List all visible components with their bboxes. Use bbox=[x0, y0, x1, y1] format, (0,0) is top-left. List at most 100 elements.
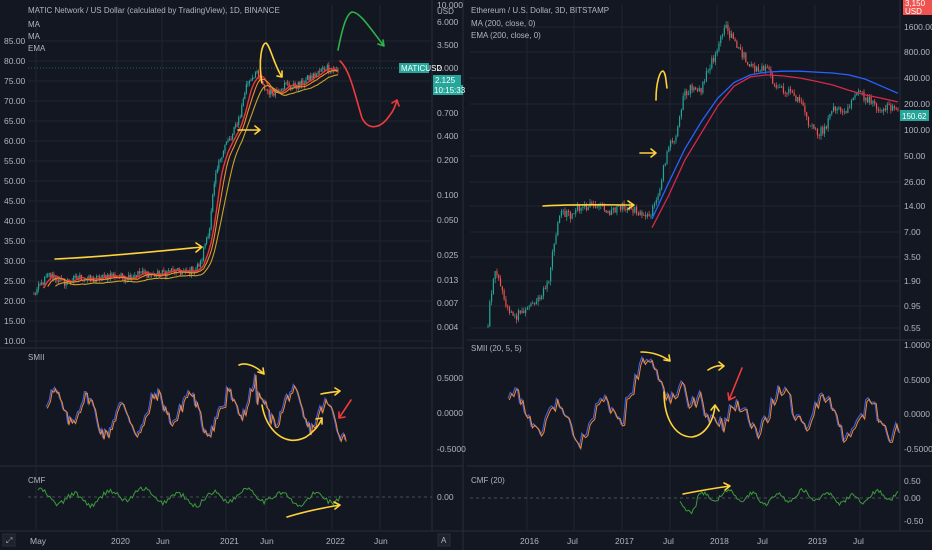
eth-candle-body bbox=[519, 310, 521, 313]
candle-body bbox=[288, 83, 290, 87]
left-smii-label: SMII bbox=[28, 353, 44, 362]
eth-candle-body bbox=[634, 206, 636, 213]
right-cmf-pane[interactable] bbox=[470, 487, 900, 515]
candle-body bbox=[201, 260, 203, 262]
eth-candle-body bbox=[555, 235, 557, 244]
left-x-tick: 2021 bbox=[220, 536, 239, 546]
right-legend-ema200: EMA (200, close, 0) bbox=[471, 31, 541, 40]
candle-body bbox=[222, 150, 225, 158]
candle-body bbox=[219, 159, 221, 161]
eth-candle-body bbox=[696, 89, 699, 92]
candle-body bbox=[37, 284, 40, 290]
left-cmf-axis: 0.00 bbox=[437, 492, 454, 502]
right-y-tick: 7.00 bbox=[904, 227, 921, 237]
eth-candle-body bbox=[523, 310, 525, 314]
eth-candle-body bbox=[644, 215, 647, 217]
eth-candle-body bbox=[858, 90, 860, 93]
left-y-tick-label: 30.00 bbox=[4, 256, 26, 266]
candle-body bbox=[51, 274, 53, 278]
eth-candle-body bbox=[587, 207, 589, 210]
right-y-tick: 100.00 bbox=[904, 125, 930, 135]
eth-candle-body bbox=[612, 207, 614, 210]
eth-candle-body bbox=[610, 209, 613, 215]
right-price-pane[interactable] bbox=[487, 21, 899, 329]
right-top-tag-currency: USD bbox=[905, 7, 922, 16]
timezone-icon[interactable]: ⤢ bbox=[5, 536, 12, 545]
candle-body bbox=[47, 274, 49, 277]
eth-candle-body bbox=[838, 107, 840, 109]
eth-candle-body bbox=[670, 140, 672, 148]
eth-candle-body bbox=[614, 207, 616, 213]
left-smii-pane[interactable] bbox=[45, 373, 347, 443]
candle-body bbox=[256, 71, 258, 73]
eth-candle-body bbox=[786, 93, 788, 94]
candle-body bbox=[312, 73, 315, 79]
eth-candle-body bbox=[711, 58, 713, 69]
left-legend-ma-1: MA bbox=[28, 20, 41, 29]
eth-candle-body bbox=[567, 210, 570, 213]
eth-candle-body bbox=[537, 297, 539, 302]
candle-body bbox=[280, 89, 283, 91]
left-right-y-tick-label: 10.000 bbox=[437, 0, 463, 10]
eth-candle-body bbox=[492, 279, 494, 294]
annotation-layer bbox=[54, 11, 743, 518]
eth-candle-body bbox=[564, 210, 566, 217]
scale-icon[interactable]: A bbox=[441, 536, 447, 545]
left-y-tick-label: 65.00 bbox=[4, 116, 26, 126]
candle-body bbox=[306, 75, 309, 80]
right-x-tick: Jul bbox=[853, 536, 864, 546]
candle-body bbox=[97, 276, 99, 278]
eth-candle-body bbox=[890, 104, 892, 111]
eth-candle-body bbox=[747, 61, 749, 65]
candle-body bbox=[94, 280, 96, 282]
eth-candle-body bbox=[832, 106, 835, 112]
left-y-tick-label: 40.00 bbox=[4, 216, 26, 226]
eth-candle-body bbox=[548, 281, 550, 283]
left-y-tick-label: 60.00 bbox=[4, 136, 26, 146]
candle-body bbox=[163, 270, 165, 272]
candle-body bbox=[257, 71, 260, 77]
candle-body bbox=[231, 133, 234, 140]
eth-candle-body bbox=[841, 111, 844, 113]
eth-candle-body bbox=[507, 306, 509, 308]
candle-body bbox=[268, 90, 270, 95]
candle-body bbox=[210, 211, 212, 229]
candle-body bbox=[218, 160, 220, 169]
candle-body bbox=[132, 276, 134, 278]
annotation-yellow-arrow-range bbox=[54, 242, 203, 260]
right-smii-pane[interactable] bbox=[507, 355, 900, 451]
ma-line-1 bbox=[42, 68, 339, 289]
eth-candle-body bbox=[655, 200, 657, 204]
eth-candle-body bbox=[585, 204, 588, 210]
eth-ma200-line bbox=[651, 74, 899, 228]
left-right-y-tick-label: 3.500 bbox=[437, 40, 459, 50]
eth-candle-body bbox=[596, 206, 598, 208]
candle-body bbox=[195, 268, 197, 272]
right-smii-tick: -0.5000 bbox=[904, 444, 932, 454]
candle-body bbox=[233, 127, 235, 134]
eth-candle-body bbox=[813, 124, 815, 129]
eth-candle-body bbox=[741, 49, 743, 58]
eth-candle-body bbox=[578, 205, 580, 211]
candle-body bbox=[251, 77, 254, 81]
ma-line-2 bbox=[47, 69, 339, 287]
smii-signal-line bbox=[46, 374, 347, 443]
left-cmf-pane[interactable] bbox=[28, 486, 432, 509]
eth-candle-body bbox=[757, 66, 759, 72]
left-cmf-label: CMF bbox=[28, 476, 45, 485]
candle-body bbox=[212, 194, 214, 212]
eth-candle-body bbox=[725, 24, 727, 28]
eth-candle-body bbox=[738, 47, 740, 49]
eth-candle-body bbox=[752, 64, 754, 66]
right-y-tick: 26.00 bbox=[904, 177, 926, 187]
candle-body bbox=[206, 237, 208, 244]
left-price-pane[interactable] bbox=[28, 62, 432, 296]
eth-candle-body bbox=[886, 104, 888, 111]
eth-candle-body bbox=[526, 307, 528, 310]
eth-candle-body bbox=[505, 299, 507, 307]
left-y-tick-label: 55.00 bbox=[4, 156, 26, 166]
eth-candle-body bbox=[503, 290, 505, 300]
eth-candle-body bbox=[557, 222, 559, 236]
annotation-red-projection bbox=[339, 60, 400, 128]
eth-candle-body bbox=[512, 311, 514, 316]
